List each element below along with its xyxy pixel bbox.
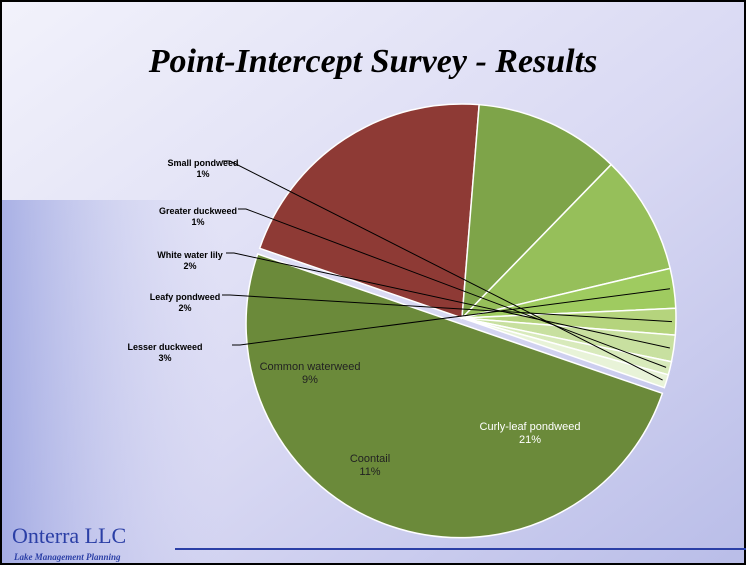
slice-value-label: 9% bbox=[302, 374, 318, 386]
pie-slice bbox=[459, 163, 672, 320]
leader-line bbox=[238, 208, 667, 368]
slice-value-label: 2% bbox=[183, 261, 196, 271]
slice-value-label: 21% bbox=[519, 434, 541, 446]
slice-value-label: 3% bbox=[158, 353, 171, 363]
slice-label: Small pondweed bbox=[167, 158, 238, 168]
company-logo: Onterra LLC bbox=[12, 523, 126, 548]
leader-line bbox=[222, 160, 663, 381]
slice-label: Greater duckweed bbox=[159, 206, 237, 216]
pie-slice bbox=[245, 253, 664, 539]
slice-value-label: 2% bbox=[178, 303, 191, 313]
leader-line bbox=[226, 252, 670, 349]
slice-value-label: 1% bbox=[191, 217, 204, 227]
pie-slice bbox=[461, 317, 670, 389]
slice-label: Common waterweed bbox=[260, 361, 361, 373]
leader-line bbox=[232, 288, 671, 346]
company-tagline: Lake Management Planning bbox=[13, 552, 121, 562]
slice-label: Coontail bbox=[350, 453, 390, 465]
pie-slice bbox=[258, 103, 480, 320]
slice-label: Leafy pondweed bbox=[150, 292, 221, 302]
pie-slice bbox=[461, 103, 613, 321]
leader-line bbox=[222, 294, 672, 323]
chart-title: Point-Intercept Survey - Results bbox=[148, 43, 598, 80]
slice-label: White water lily bbox=[157, 250, 223, 260]
slice-label: Lesser duckweed bbox=[127, 342, 202, 352]
slice-value-label: 1% bbox=[196, 169, 209, 179]
slice-value-label: 11% bbox=[359, 466, 380, 478]
slice-label: Curly-leaf pondweed bbox=[480, 421, 581, 433]
